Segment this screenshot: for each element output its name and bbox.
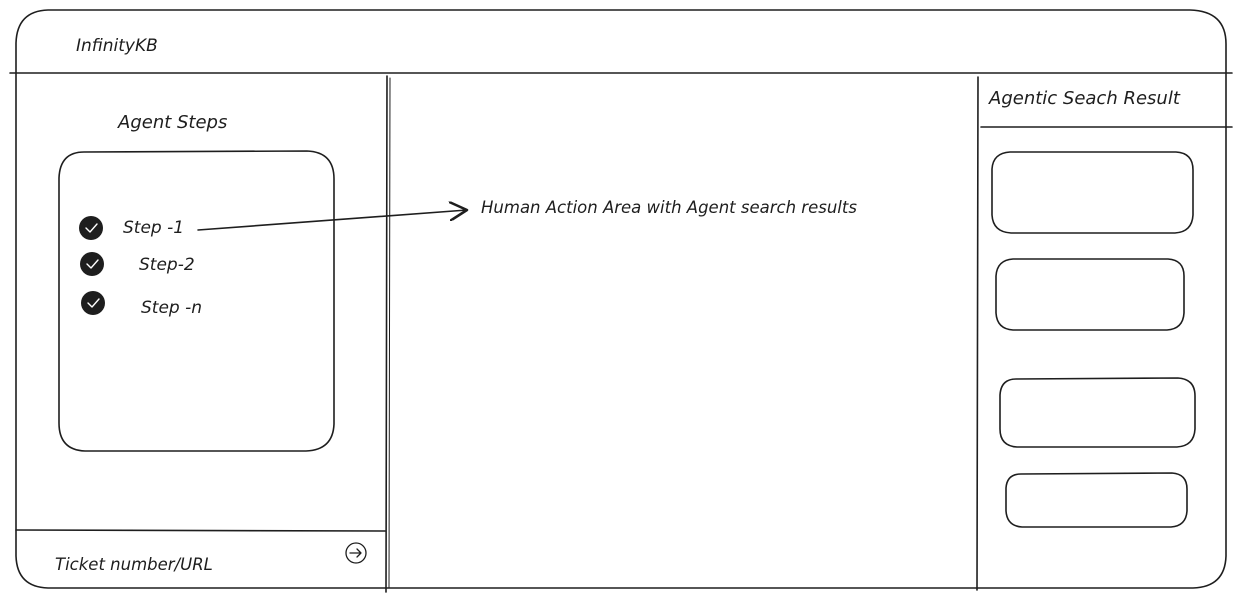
result-card-4	[1005, 472, 1188, 528]
result-card-1	[991, 151, 1194, 234]
ticket-divider	[15, 529, 386, 532]
step-to-action-arrow	[197, 210, 467, 231]
window-frame	[15, 9, 1227, 589]
ticket-submit-button[interactable]	[342, 539, 370, 567]
step-item-1-label: Step -1	[123, 218, 185, 238]
ticket-input-label: Ticket number/URL	[55, 555, 213, 574]
results-panel-title: Agentic Seach Result	[989, 88, 1180, 109]
agent-steps-title: Agent Steps	[118, 112, 228, 133]
left-panel-divider	[385, 75, 388, 593]
step-n-check-icon	[81, 291, 105, 315]
step-item-n-label: Step -n	[141, 298, 203, 318]
result-card-2-target[interactable]	[996, 259, 1185, 331]
left-panel-divider-secondary	[388, 77, 391, 589]
app-title: InfinityKB	[76, 36, 158, 56]
human-action-area[interactable]	[392, 78, 974, 586]
agent-steps-box	[58, 150, 335, 452]
result-card-1-target[interactable]	[992, 152, 1194, 234]
step-item-2-label: Step-2	[139, 255, 195, 275]
result-card-3	[999, 377, 1196, 448]
ticket-input-field[interactable]	[20, 536, 338, 584]
result-card-3-target[interactable]	[1000, 378, 1196, 448]
right-panel-divider	[976, 76, 979, 591]
result-card-2	[995, 258, 1185, 331]
human-action-area-annotation: Human Action Area with Agent search resu…	[481, 198, 857, 217]
step-1-check-icon	[79, 216, 103, 240]
arrow-right-circle-icon	[345, 542, 367, 564]
step-2-check-icon	[80, 252, 104, 276]
result-card-4-target[interactable]	[1006, 473, 1188, 528]
